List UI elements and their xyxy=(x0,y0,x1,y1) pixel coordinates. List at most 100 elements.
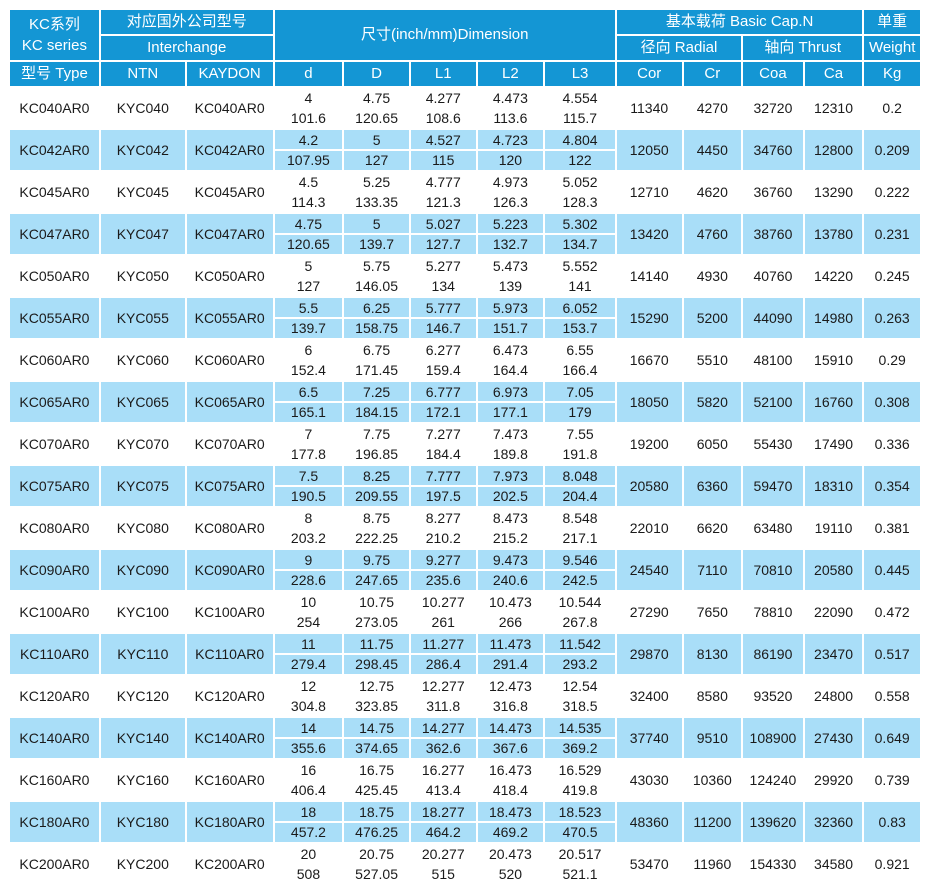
cell-coa: 38760 xyxy=(741,212,805,256)
cell-dim-L2: 14.473 367.6 xyxy=(475,716,546,760)
cell-kaydon: KC047AR0 xyxy=(184,212,275,256)
dim-inch-value: 7.75 xyxy=(345,425,408,445)
cell-ntn: KYC075 xyxy=(98,464,187,508)
dim-mm-value: 197.5 xyxy=(425,488,461,504)
cell-cor: 18050 xyxy=(614,380,684,424)
cell-cr: 7110 xyxy=(681,548,744,592)
cell-ntn: KYC065 xyxy=(98,380,187,424)
cell-dim-L2: 11.473 291.4 xyxy=(475,632,546,676)
cell-dim-D: 8.75 222.25 xyxy=(342,506,411,550)
cell-dim-L2: 4.723 120 xyxy=(475,128,546,172)
header-col-ntn: NTN xyxy=(98,60,187,88)
dim-inch-value: 18.473 xyxy=(478,803,543,823)
cell-dim-L1: 12.277 311.8 xyxy=(408,674,478,718)
dim-mm-value: 311.8 xyxy=(426,698,461,714)
cell-kg: 0.231 xyxy=(862,212,922,256)
cell-dim-L3: 5.302 134.7 xyxy=(543,212,617,256)
cell-kaydon: KC200AR0 xyxy=(184,842,275,886)
table-row: KC140AR0 KYC140 KC140AR0 14 355.6 14.75 374.65… xyxy=(8,716,922,760)
dim-inch-value: 10.473 xyxy=(478,593,543,613)
dim-inch-value: 11.75 xyxy=(345,635,408,655)
cell-dim-D: 7.25 184.15 xyxy=(342,380,411,424)
cell-kg: 0.354 xyxy=(862,464,922,508)
dim-inch-value: 20.277 xyxy=(411,845,475,865)
cell-dim-D: 5.75 146.05 xyxy=(342,254,411,298)
cell-dim-L2: 16.473 418.4 xyxy=(475,758,546,802)
cell-model: KC100AR0 xyxy=(8,590,101,634)
header-series-en: KC series xyxy=(21,37,87,54)
cell-kg: 0.649 xyxy=(862,716,922,760)
cell-model: KC050AR0 xyxy=(8,254,101,298)
cell-coa: 154330 xyxy=(741,842,805,886)
table-row: KC047AR0 KYC047 KC047AR0 4.75 120.65 5 139.7 5.… xyxy=(8,212,922,256)
dim-mm-value: 115 xyxy=(432,152,455,168)
dim-mm-value: 217.1 xyxy=(562,530,598,546)
dim-inch-value: 4.2 xyxy=(275,131,342,151)
cell-ntn: KYC100 xyxy=(98,590,187,634)
dim-mm-value: 273.05 xyxy=(355,614,398,630)
dim-mm-value: 527.05 xyxy=(355,866,398,882)
cell-cor: 15290 xyxy=(614,296,684,340)
cell-dim-L1: 6.277 159.4 xyxy=(408,338,478,382)
dim-mm-value: 203.2 xyxy=(290,530,326,546)
cell-dim-L1: 4.277 108.6 xyxy=(408,86,478,130)
dim-inch-value: 8 xyxy=(275,509,342,529)
dim-inch-value: 12.277 xyxy=(411,677,475,697)
dim-mm-value: 362.6 xyxy=(425,740,461,756)
cell-dim-L3: 5.052 128.3 xyxy=(543,170,617,214)
cell-ca: 34580 xyxy=(802,842,865,886)
header-row-3: 型号 Type NTN KAYDON d D L1 L2 L3 Cor Cr C… xyxy=(8,60,922,88)
dim-mm-value: 323.85 xyxy=(355,698,398,714)
cell-ca: 24800 xyxy=(802,674,865,718)
dim-mm-value: 228.6 xyxy=(290,572,326,588)
dim-mm-value: 247.65 xyxy=(355,572,398,588)
cell-cor: 13420 xyxy=(614,212,684,256)
dim-inch-value: 6.55 xyxy=(546,341,614,361)
cell-kaydon: KC070AR0 xyxy=(184,422,275,466)
cell-coa: 108900 xyxy=(741,716,805,760)
table-row: KC042AR0 KYC042 KC042AR0 4.2 107.95 5 127 4.527… xyxy=(8,128,922,172)
dim-inch-value: 5.5 xyxy=(275,299,342,319)
cell-cor: 14140 xyxy=(614,254,684,298)
cell-coa: 93520 xyxy=(741,674,805,718)
dim-inch-value: 10.75 xyxy=(345,593,408,613)
header-series-cn: KC系列 xyxy=(29,16,80,33)
table-row: KC080AR0 KYC080 KC080AR0 8 203.2 8.75 222.25 8.… xyxy=(8,506,922,550)
dim-inch-value: 11.473 xyxy=(478,635,543,655)
cell-cor: 37740 xyxy=(614,716,684,760)
header-col-coa: Coa xyxy=(741,60,805,88)
dim-mm-value: 122 xyxy=(568,152,592,168)
cell-cor: 22010 xyxy=(614,506,684,550)
cell-kaydon: KC045AR0 xyxy=(184,170,275,214)
cell-dim-L2: 4.973 126.3 xyxy=(475,170,546,214)
cell-dim-D: 10.75 273.05 xyxy=(342,590,411,634)
cell-dim-L2: 4.473 113.6 xyxy=(475,86,546,130)
cell-model: KC160AR0 xyxy=(8,758,101,802)
cell-coa: 40760 xyxy=(741,254,805,298)
cell-kaydon: KC065AR0 xyxy=(184,380,275,424)
cell-dim-d: 4.2 107.95 xyxy=(272,128,345,172)
cell-dim-L2: 10.473 266 xyxy=(475,590,546,634)
dim-inch-value: 12.473 xyxy=(478,677,543,697)
dim-mm-value: 139.7 xyxy=(359,236,395,252)
table-row: KC200AR0 KYC200 KC200AR0 20 508 20.75 527.05 20… xyxy=(8,842,922,886)
cell-cr: 5200 xyxy=(681,296,744,340)
cell-dim-L3: 14.535 369.2 xyxy=(543,716,617,760)
cell-dim-d: 6 152.4 xyxy=(272,338,345,382)
dim-mm-value: 413.4 xyxy=(425,782,461,798)
cell-ca: 27430 xyxy=(802,716,865,760)
cell-cor: 19200 xyxy=(614,422,684,466)
table-body: KC040AR0 KYC040 KC040AR0 4 101.6 4.75 120.65 4.… xyxy=(8,86,922,886)
cell-model: KC075AR0 xyxy=(8,464,101,508)
dim-inch-value: 4.554 xyxy=(546,89,614,109)
cell-dim-L3: 6.55 166.4 xyxy=(543,338,617,382)
cell-ca: 14980 xyxy=(802,296,865,340)
cell-cr: 6360 xyxy=(681,464,744,508)
cell-ntn: KYC110 xyxy=(98,632,187,676)
header-interchange-en: Interchange xyxy=(98,34,275,62)
cell-dim-L1: 7.277 184.4 xyxy=(408,422,478,466)
cell-cr: 6620 xyxy=(681,506,744,550)
table-row: KC065AR0 KYC065 KC065AR0 6.5 165.1 7.25 184.15… xyxy=(8,380,922,424)
cell-dim-L3: 4.554 115.7 xyxy=(543,86,617,130)
dim-inch-value: 6.277 xyxy=(411,341,475,361)
